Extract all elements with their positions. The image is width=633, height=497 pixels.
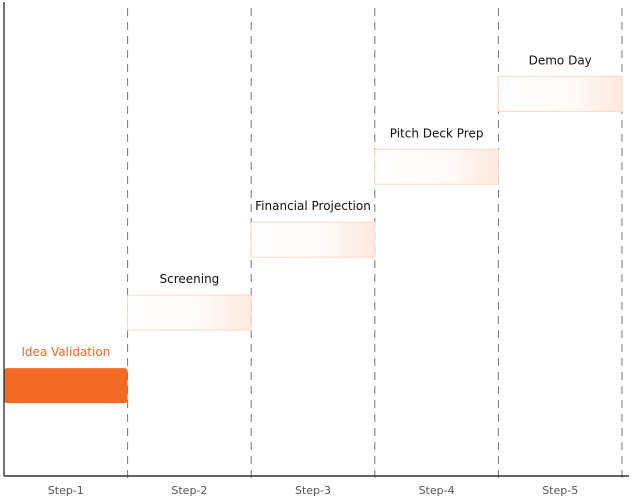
stage-label-1: Idea Validation [21,345,110,359]
stage-bar-5 [497,75,623,112]
stage-bar-2 [127,294,252,331]
stage-label-5: Demo Day [529,53,592,67]
x-tick-label-5: Step-5 [542,484,578,497]
stage-label-4: Pitch Deck Prep [390,126,484,140]
x-tick-label-2: Step-2 [171,484,207,497]
stage-bar-1 [4,368,128,404]
stage-bar-3 [250,221,376,258]
bars [4,75,623,404]
x-tick-labels: Step-1 Step-2 Step-3 Step-4 Step-5 [48,484,578,497]
x-tick-label-1: Step-1 [48,484,84,497]
stage-bar-4 [374,148,499,185]
grid-lines [127,8,623,482]
axes [3,2,629,477]
labels: Idea Validation Screening Financial Projec… [21,53,591,359]
stage-label-2: Screening [159,272,219,286]
x-tick-label-4: Step-4 [419,484,455,497]
x-tick-label-3: Step-3 [295,484,331,497]
stage-label-3: Financial Projection [255,199,371,213]
